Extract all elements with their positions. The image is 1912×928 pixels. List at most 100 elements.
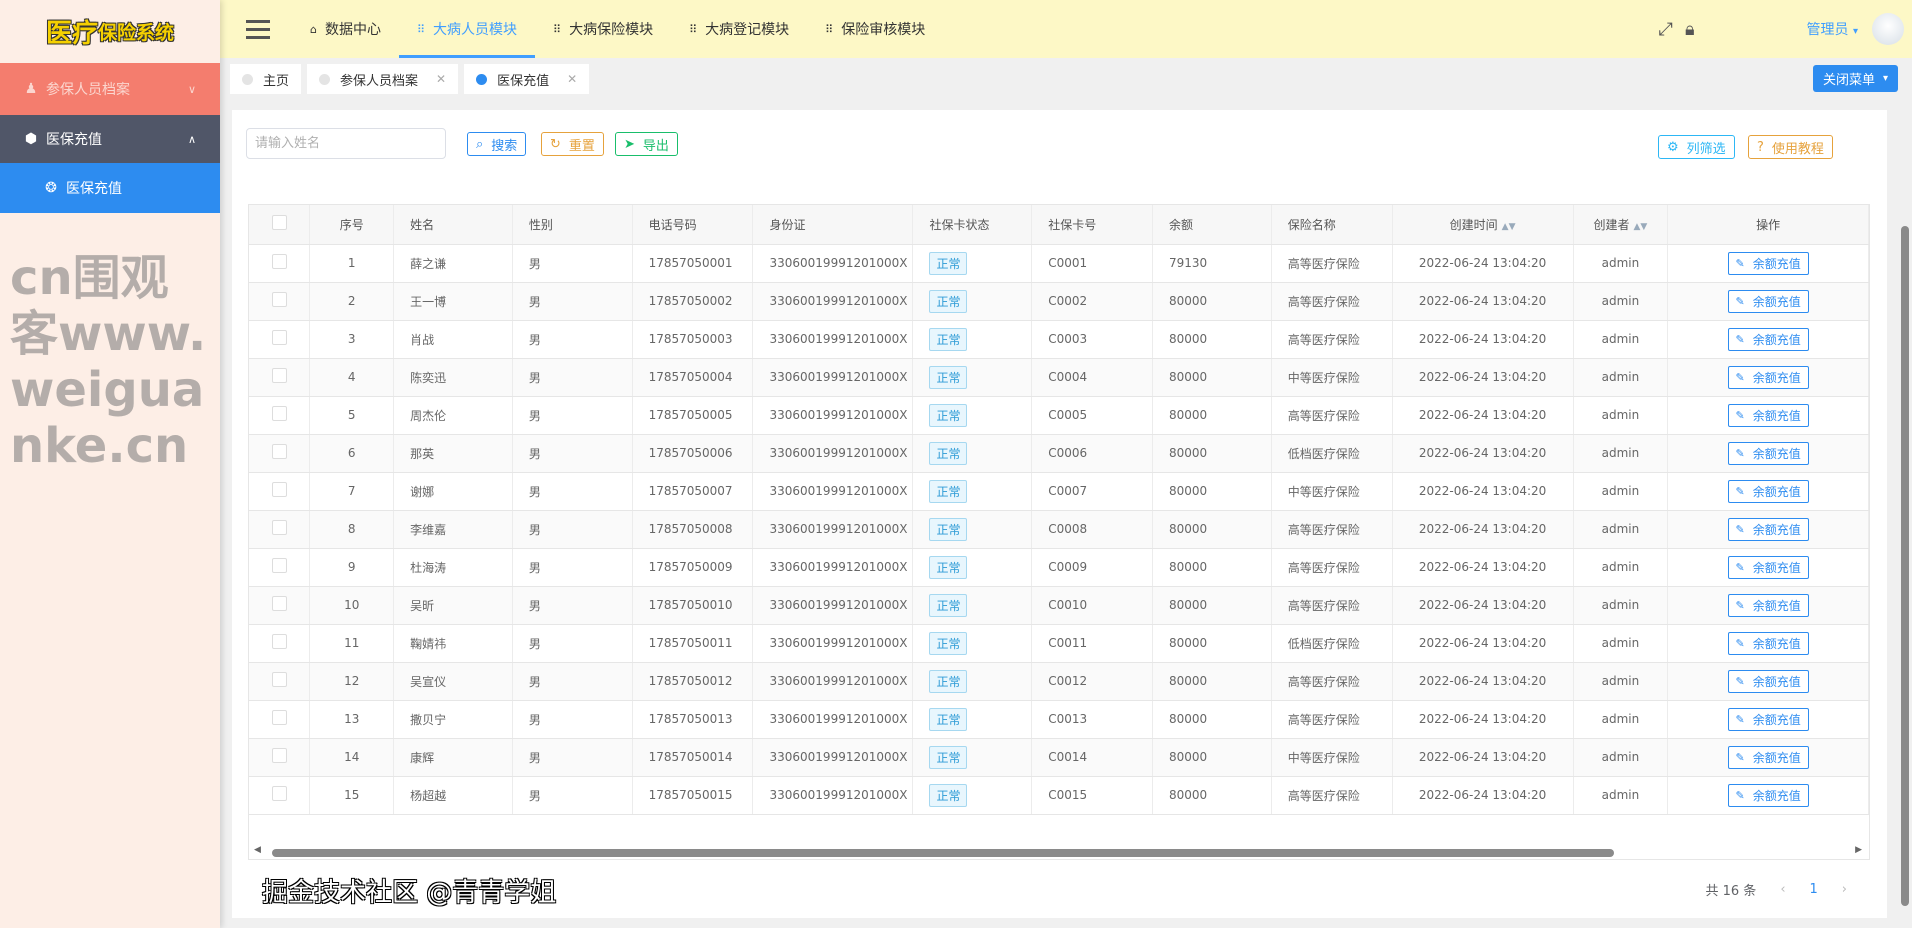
column-filter-button[interactable]: ⚙ 列筛选 — [1658, 135, 1735, 159]
tab-recharge[interactable]: 医保充值 ✕ — [464, 64, 590, 94]
row-checkbox[interactable] — [249, 434, 311, 473]
close-icon[interactable]: ✕ — [567, 72, 578, 86]
status-badge: 正常 — [929, 783, 968, 807]
gear-icon: ⚙ — [1667, 139, 1679, 155]
reset-button[interactable]: ↻ 重置 — [541, 132, 604, 156]
hamburger-menu-icon[interactable] — [246, 19, 270, 39]
gender-cell: 男 — [512, 586, 633, 625]
recharge-button[interactable]: ✎ 余额充值 — [1727, 403, 1809, 427]
recharge-button[interactable]: ✎ 余额充值 — [1727, 669, 1809, 693]
id-card-cell: 33060019991201000X — [752, 510, 914, 549]
column-header-creator[interactable]: 创建者 ▲▼ — [1573, 205, 1669, 245]
name-cell: 谢娜 — [393, 472, 513, 511]
table-row: 10 吴昕男 17857050010 33060019991201000X 正常 C001… — [249, 586, 1869, 625]
horizontal-scrollbar[interactable]: ◀ ▶ — [248, 845, 1870, 860]
creator-cell: admin — [1573, 510, 1669, 549]
recharge-button[interactable]: ✎ 余额充值 — [1727, 783, 1809, 807]
gender-cell: 男 — [512, 624, 633, 663]
name-search-input[interactable] — [246, 128, 446, 159]
row-checkbox[interactable] — [249, 510, 311, 549]
fullscreen-icon[interactable]: ⤢ — [1658, 18, 1673, 40]
row-checkbox[interactable] — [249, 358, 311, 397]
nav-register-module[interactable]: ⠿ 大病登记模块 — [671, 0, 807, 58]
table-row: 1 薛之谦男 17857050001 33060019991201000X 正常 C000… — [249, 244, 1869, 283]
balance-cell: 80000 — [1152, 548, 1272, 587]
recharge-button[interactable]: ✎ 余额充值 — [1727, 289, 1809, 313]
recharge-button[interactable]: ✎ 余额充值 — [1727, 479, 1809, 503]
row-checkbox[interactable] — [249, 700, 311, 739]
row-checkbox[interactable] — [249, 586, 311, 625]
recharge-button[interactable]: ✎ 余额充值 — [1727, 517, 1809, 541]
sidebar-item-insured-archive[interactable]: ♟ 参保人员档案 ∨ — [0, 63, 220, 115]
row-checkbox[interactable] — [249, 662, 311, 701]
row-checkbox[interactable] — [249, 244, 311, 283]
scroll-left-icon[interactable]: ◀ — [254, 845, 261, 855]
name-cell: 薛之谦 — [393, 244, 513, 283]
recharge-button[interactable]: ✎ 余额充值 — [1727, 745, 1809, 769]
creator-cell: admin — [1573, 320, 1669, 359]
recharge-button[interactable]: ✎ 余额充值 — [1727, 707, 1809, 731]
row-checkbox[interactable] — [249, 320, 311, 359]
recharge-button[interactable]: ✎ 余额充值 — [1727, 555, 1809, 579]
sidebar-item-recharge-group[interactable]: ⬢ 医保充值 ∧ — [0, 115, 220, 163]
recharge-button[interactable]: ✎ 余额充值 — [1727, 327, 1809, 351]
row-checkbox[interactable] — [249, 624, 311, 663]
created-time-cell: 2022-06-24 13:04:20 — [1392, 624, 1574, 663]
nav-data-center[interactable]: ⌂ 数据中心 — [292, 0, 399, 58]
balance-cell: 80000 — [1152, 396, 1272, 435]
close-icon[interactable]: ✕ — [436, 72, 447, 86]
table-row: 4 陈奕迅男 17857050004 33060019991201000X 正常 C000… — [249, 358, 1869, 397]
action-cell: ✎ 余额充值 — [1667, 776, 1869, 815]
sidebar-item-recharge[interactable]: ❂ 医保充值 — [0, 163, 220, 213]
insurance-name-cell: 高等医疗保险 — [1271, 320, 1393, 359]
select-all-checkbox[interactable] — [249, 205, 311, 245]
column-header: 姓名 — [393, 205, 513, 245]
lock-icon[interactable]: 🔒︎ — [1684, 18, 1695, 40]
name-cell: 周杰伦 — [393, 396, 513, 435]
gender-cell: 男 — [512, 662, 633, 701]
page-1[interactable]: 1 — [1809, 882, 1818, 897]
nav-insurance-module[interactable]: ⠿ 大病保险模块 — [535, 0, 671, 58]
next-page-icon[interactable]: › — [1841, 882, 1847, 897]
row-checkbox[interactable] — [249, 776, 311, 815]
top-header: ⌂ 数据中心 ⠿ 大病人员模块 ⠿ 大病保险模块 ⠿ 大病登记模块 ⠿ 保险审核模块 ⤢ … — [220, 0, 1912, 58]
card-number-cell: C0012 — [1031, 662, 1154, 701]
column-header-created-time[interactable]: 创建时间 ▲▼ — [1392, 205, 1574, 245]
vertical-scrollbar[interactable] — [1901, 226, 1909, 906]
export-button[interactable]: ➤ 导出 — [615, 132, 678, 156]
name-cell: 吴宣仪 — [393, 662, 513, 701]
recharge-button[interactable]: ✎ 余额充值 — [1727, 251, 1809, 275]
column-header: 社保卡状态 — [912, 205, 1033, 245]
row-checkbox[interactable] — [249, 396, 311, 435]
recharge-button[interactable]: ✎ 余额充值 — [1727, 631, 1809, 655]
row-checkbox[interactable] — [249, 738, 311, 777]
gender-cell: 男 — [512, 320, 633, 359]
nav-label: 大病保险模块 — [569, 22, 654, 38]
row-checkbox[interactable] — [249, 548, 311, 587]
nav-patient-module[interactable]: ⠿ 大病人员模块 — [398, 0, 536, 58]
recharge-button[interactable]: ✎ 余额充值 — [1727, 441, 1809, 465]
row-checkbox[interactable] — [249, 472, 311, 511]
close-menu-button[interactable]: 关闭菜单 ▾ — [1812, 65, 1898, 92]
card-status-cell: 正常 — [912, 776, 1033, 815]
recharge-button[interactable]: ✎ 余额充值 — [1727, 593, 1809, 617]
prev-page-icon[interactable]: ‹ — [1780, 882, 1786, 897]
sort-icon[interactable]: ▲▼ — [1501, 221, 1516, 232]
recharge-button[interactable]: ✎ 余额充值 — [1727, 365, 1809, 389]
action-cell: ✎ 余额充值 — [1667, 434, 1869, 473]
insurance-name-cell: 高等医疗保险 — [1271, 510, 1393, 549]
column-header-label: 创建时间 — [1449, 217, 1498, 232]
avatar[interactable] — [1872, 13, 1904, 45]
home-icon: ⌂ — [310, 22, 317, 36]
scroll-right-icon[interactable]: ▶ — [1855, 845, 1862, 855]
row-checkbox[interactable] — [249, 282, 311, 321]
user-menu[interactable]: 管理员 ▾ — [1807, 19, 1858, 39]
search-button[interactable]: ⌕ 搜索 — [467, 132, 527, 156]
horizontal-scroll-thumb[interactable] — [272, 849, 1614, 857]
tab-home[interactable]: 主页 — [230, 64, 302, 94]
tutorial-button[interactable]: ? 使用教程 — [1748, 135, 1833, 159]
table-row: 2 王一博男 17857050002 33060019991201000X 正常 C000… — [249, 282, 1869, 321]
nav-audit-module[interactable]: ⠿ 保险审核模块 — [807, 0, 943, 58]
tab-insured-archive[interactable]: 参保人员档案 ✕ — [307, 64, 459, 94]
sort-icon[interactable]: ▲▼ — [1633, 221, 1648, 232]
